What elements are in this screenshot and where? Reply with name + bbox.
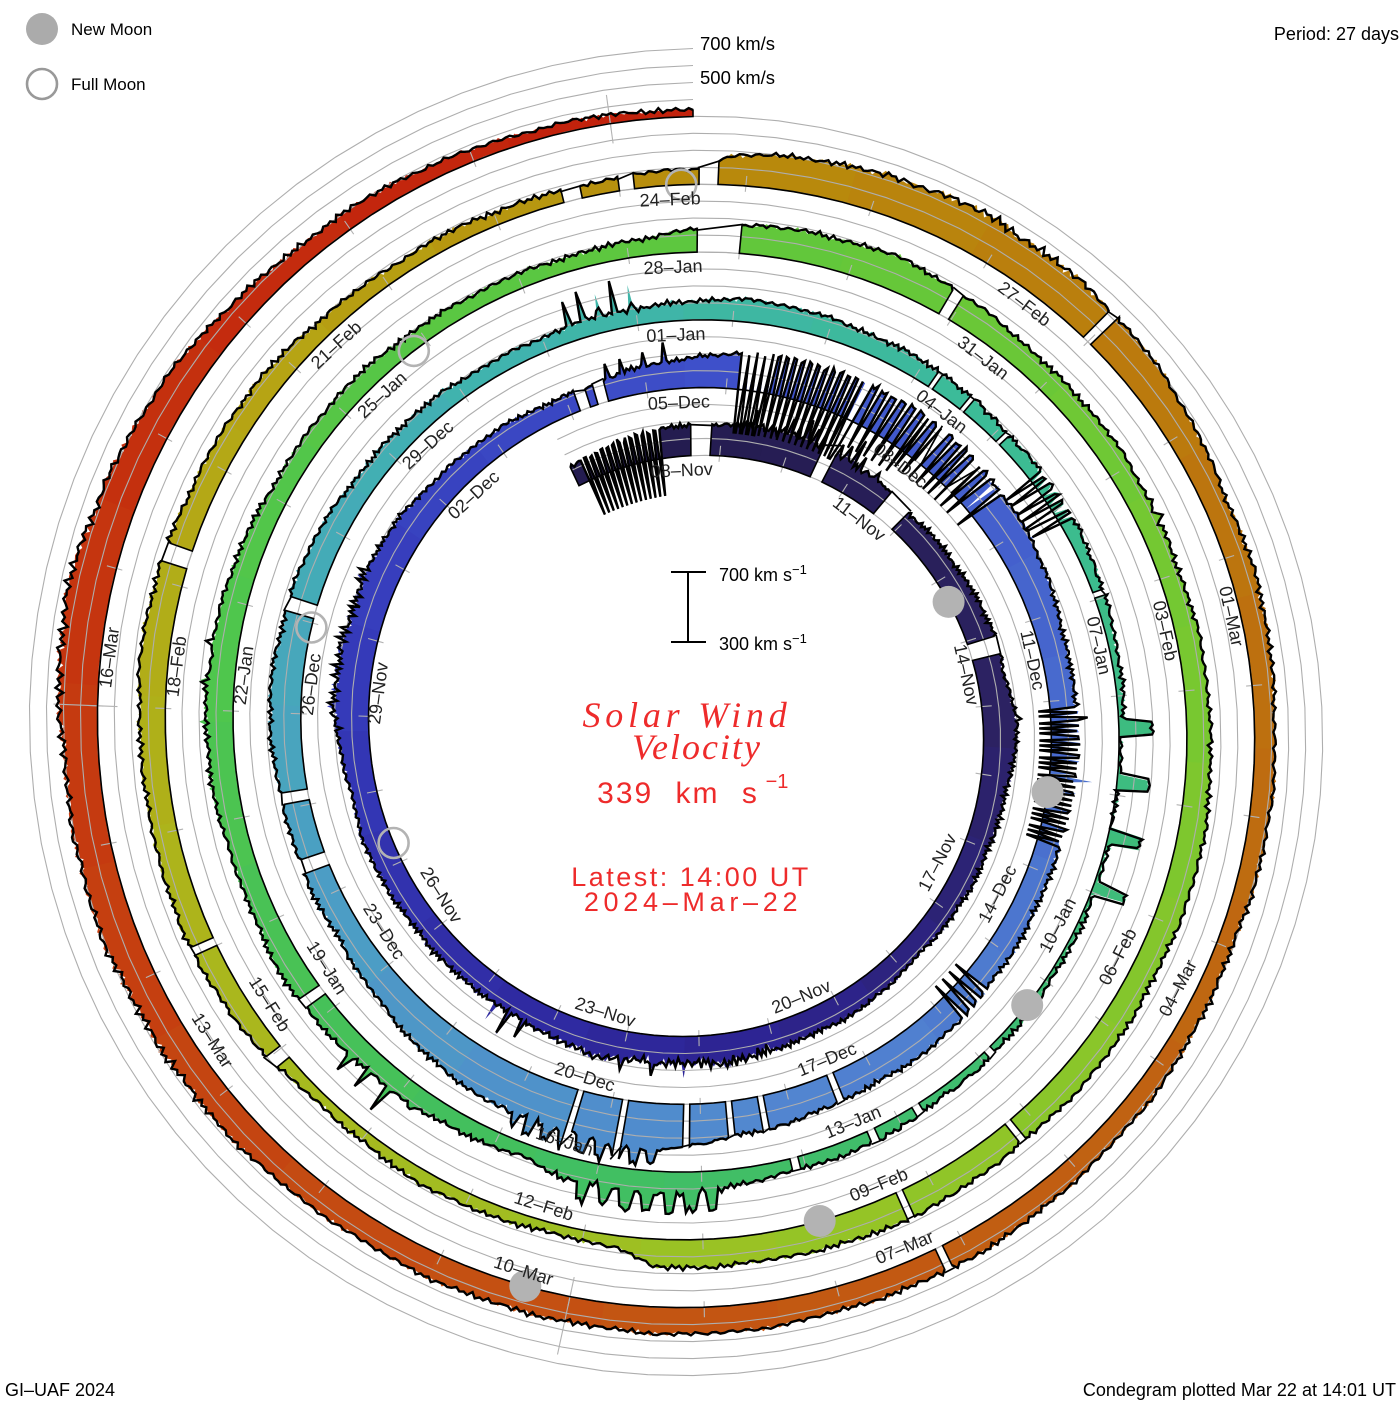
svg-text:28–Jan: 28–Jan xyxy=(643,256,703,278)
svg-text:05–Dec: 05–Dec xyxy=(647,391,710,414)
svg-text:24–Feb: 24–Feb xyxy=(639,188,701,211)
svg-text:Condegram plotted Mar 22 at 14: Condegram plotted Mar 22 at 14:01 UT xyxy=(1083,1380,1396,1400)
svg-text:Period: 27 days: Period: 27 days xyxy=(1274,24,1399,44)
svg-text:Full Moon: Full Moon xyxy=(71,75,146,94)
svg-text:Velocity: Velocity xyxy=(632,727,762,767)
svg-text:339 km s: 339 km s xyxy=(597,777,759,810)
svg-text:08–Nov: 08–Nov xyxy=(650,459,713,482)
svg-text:2024–Mar–22: 2024–Mar–22 xyxy=(584,887,802,917)
svg-text:700 km/s: 700 km/s xyxy=(700,33,775,54)
svg-text:GI–UAF 2024: GI–UAF 2024 xyxy=(5,1380,115,1400)
svg-text:New Moon: New Moon xyxy=(71,20,152,39)
svg-text:500 km/s: 500 km/s xyxy=(700,67,775,88)
svg-text:−1: −1 xyxy=(766,771,789,793)
svg-text:01–Jan: 01–Jan xyxy=(646,324,706,346)
